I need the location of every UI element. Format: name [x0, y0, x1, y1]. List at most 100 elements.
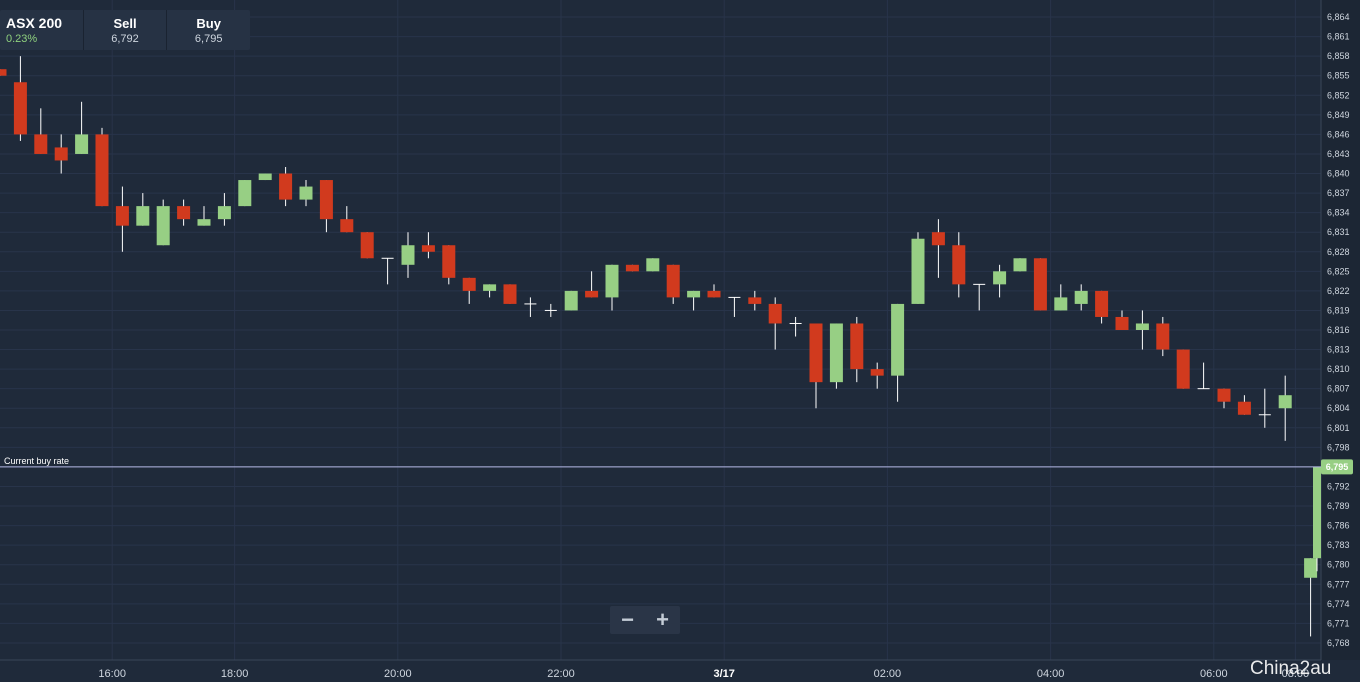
candle-body [1033, 258, 1047, 311]
zoom-control: − + [610, 606, 680, 634]
zoom-out-button[interactable]: − [621, 607, 634, 632]
candle [483, 284, 497, 298]
candle [340, 206, 354, 233]
candle [238, 180, 252, 207]
candle-body [891, 303, 905, 376]
candle-body [585, 290, 599, 298]
candle-body [442, 245, 456, 278]
y-tick-label: 6,861 [1327, 32, 1350, 42]
current-buy-rate-label: Current buy rate [4, 456, 70, 466]
candle-body [115, 206, 129, 226]
candle-body [625, 264, 639, 272]
candle [197, 206, 211, 226]
candle [115, 186, 129, 252]
candle-body [564, 290, 578, 311]
y-tick-label: 6,810 [1327, 364, 1350, 374]
candle [666, 264, 680, 304]
candle-body [340, 219, 354, 233]
buy-price: 6,795 [194, 32, 223, 45]
candle [442, 245, 456, 285]
candle-body [177, 206, 191, 220]
candle [75, 101, 89, 154]
candle [95, 127, 109, 207]
y-tick-label: 6,792 [1327, 481, 1350, 491]
x-tick-label: 16:00 [98, 668, 126, 680]
sell-label: Sell [113, 15, 137, 31]
candle [1304, 558, 1318, 637]
sell-price: 6,792 [111, 32, 139, 45]
candle [421, 232, 435, 259]
y-tick-label: 6,780 [1327, 560, 1350, 570]
candle [136, 193, 150, 226]
candle-body [1115, 316, 1129, 330]
candle [585, 271, 599, 298]
candle [768, 297, 782, 350]
candle [748, 290, 762, 311]
y-tick-label: 6,804 [1327, 403, 1350, 413]
candle-body [360, 232, 374, 259]
candle [1013, 258, 1027, 272]
candle-body [911, 238, 925, 304]
candle-body [462, 277, 476, 291]
candle-body [279, 173, 293, 200]
candle [381, 257, 394, 285]
candle [911, 232, 925, 304]
watermark-text: Chinа2au [1250, 658, 1332, 679]
y-tick-label: 6,768 [1327, 638, 1350, 648]
candle-body [13, 82, 27, 135]
candle [54, 134, 68, 174]
candle [931, 219, 945, 278]
y-tick-label: 6,798 [1327, 442, 1350, 452]
x-tick-label: 06:00 [1200, 668, 1228, 680]
y-tick-label: 6,771 [1327, 618, 1350, 628]
zoom-in-button[interactable]: + [656, 607, 669, 632]
y-tick-label: 6,852 [1327, 90, 1350, 100]
y-tick-label: 6,786 [1327, 521, 1350, 531]
price-axis: 6,864 6,861 6,858 6,855 6,852 6,849 6,846 6,843… [1327, 12, 1350, 648]
candle [829, 323, 843, 389]
candle [952, 232, 966, 298]
candle-body [666, 264, 680, 298]
candle [279, 167, 293, 207]
sell-button[interactable]: Sell 6,792 [82, 10, 167, 50]
candle [870, 362, 884, 389]
y-tick-label: 6,801 [1327, 423, 1350, 433]
instrument-panel: ASX 200 0.23% Sell 6,792 Buy 6,795 [0, 10, 250, 50]
candle [1074, 284, 1088, 311]
y-tick-label: 6,825 [1327, 266, 1350, 276]
candle-body [1013, 258, 1027, 272]
candle [1095, 290, 1109, 324]
candle [973, 283, 986, 311]
candle [299, 180, 313, 207]
candle-body [503, 284, 517, 304]
candle-body [1095, 290, 1109, 317]
candle [809, 323, 823, 409]
y-tick-label: 6,849 [1327, 110, 1350, 120]
candles [0, 56, 1321, 637]
candle-body [197, 219, 211, 226]
y-tick-label: 6,777 [1327, 579, 1350, 589]
candle-body [829, 323, 843, 383]
grid [0, 0, 1321, 660]
candle-body [707, 290, 721, 298]
x-tick-label: 18:00 [221, 668, 249, 680]
candle [1135, 310, 1149, 350]
candle [1258, 388, 1271, 428]
instrument-name: ASX 200 [6, 15, 63, 31]
candle [1313, 466, 1321, 572]
x-tick-label: 08:00 [1282, 668, 1310, 680]
candle-body [1237, 401, 1251, 415]
instrument-info[interactable]: ASX 200 0.23% [0, 10, 83, 50]
buy-button[interactable]: Buy 6,795 [166, 10, 250, 50]
y-tick-label: 6,816 [1327, 325, 1350, 335]
candle [1115, 310, 1129, 330]
candle-body [1156, 323, 1170, 350]
candle [1278, 375, 1292, 441]
candle-body [34, 134, 48, 154]
candle-body [95, 134, 109, 207]
candle-body [605, 264, 619, 298]
candle-body [1074, 290, 1088, 304]
candle-body [156, 206, 170, 246]
current-rate-badge-bg [1321, 459, 1353, 475]
